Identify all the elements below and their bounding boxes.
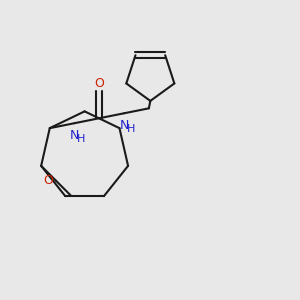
Text: N: N	[119, 118, 129, 132]
Text: O: O	[94, 77, 104, 90]
Text: H: H	[77, 134, 85, 144]
Text: O: O	[43, 174, 53, 187]
Text: H: H	[126, 124, 135, 134]
Text: N: N	[70, 128, 79, 142]
